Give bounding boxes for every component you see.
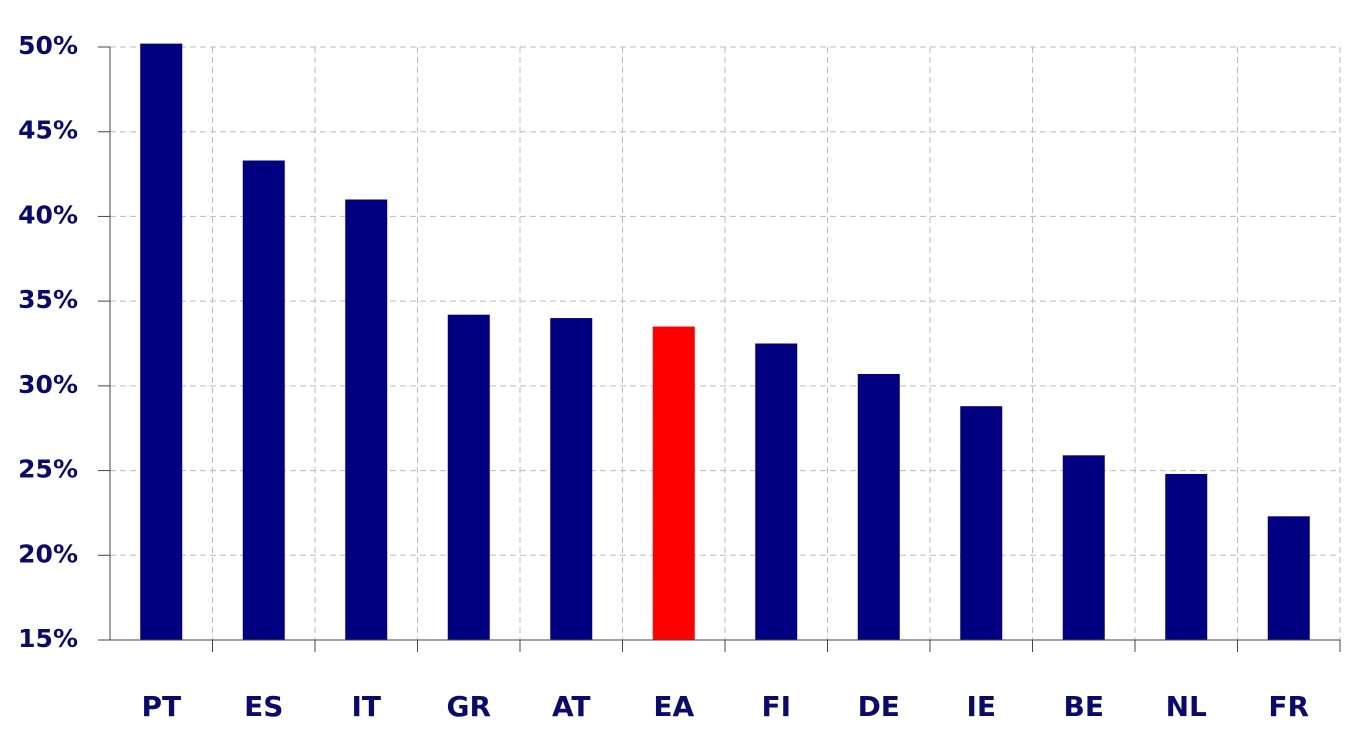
- x-tick-label: AT: [552, 690, 591, 723]
- x-tick-label: EA: [653, 690, 694, 723]
- bar: [140, 43, 183, 640]
- x-tick-label: ES: [244, 690, 283, 723]
- bar: [1267, 516, 1310, 640]
- bar: [345, 199, 388, 640]
- y-tick-label: 45%: [18, 116, 78, 145]
- y-tick-label: 50%: [18, 31, 78, 60]
- x-tick-label: IE: [966, 690, 996, 723]
- x-tick-label: PT: [141, 690, 181, 723]
- x-tick-label: NL: [1166, 690, 1207, 723]
- y-tick-label: 35%: [18, 285, 78, 314]
- x-tick-label: IT: [351, 690, 381, 723]
- bar: [652, 326, 695, 640]
- y-tick-label: 15%: [18, 624, 78, 653]
- bar: [857, 373, 900, 640]
- bar: [242, 160, 285, 640]
- x-tick-label: GR: [446, 690, 491, 723]
- bar: [755, 343, 798, 640]
- bar: [1165, 473, 1208, 640]
- bar: [447, 314, 490, 640]
- y-tick-label: 20%: [18, 539, 78, 568]
- y-tick-label: 30%: [18, 370, 78, 399]
- x-tick-label: FI: [761, 690, 791, 723]
- x-tick-label: BE: [1064, 690, 1104, 723]
- y-tick-label: 25%: [18, 455, 78, 484]
- bar: [960, 406, 1003, 640]
- bar: [1062, 455, 1105, 640]
- bar: [550, 318, 593, 640]
- x-tick-label: FR: [1268, 690, 1309, 723]
- x-tick-label: DE: [858, 690, 900, 723]
- y-tick-label: 40%: [18, 200, 78, 229]
